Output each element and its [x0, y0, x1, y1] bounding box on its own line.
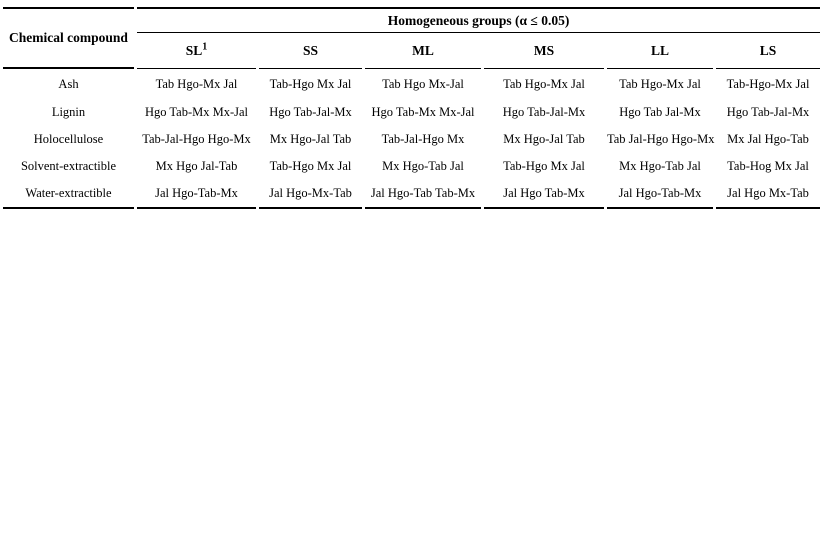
group-cell-ls: Jal Hgo Mx-Tab — [716, 180, 821, 209]
group-cell-ml: Hgo Tab-Mx Mx-Jal — [371, 105, 475, 119]
group-cell-ll: Mx Hgo-Tab Jal — [619, 159, 701, 173]
column-header-chemical-compound: Chemical compound — [3, 7, 134, 69]
group-cell-sl: Hgo Tab-Mx Mx-Jal — [144, 105, 249, 119]
table-row: Holocellulose Tab-Jal-Hgo Hgo-Mx Mx Hgo-Ja… — [3, 126, 820, 153]
group-cell-ss: Jal Hgo-Mx-Tab — [259, 180, 362, 209]
column-header-label: SS — [302, 42, 319, 58]
group-cell-ms: Tab Hgo-Mx Jal — [503, 76, 585, 91]
table-header: Chemical compound Homogeneous groups (α … — [3, 7, 821, 69]
column-header-ss: SS — [259, 33, 362, 69]
group-cell-ll: Tab Hgo-Mx Jal — [619, 76, 701, 91]
homogeneous-groups-table: Chemical compound Homogeneous groups (α … — [0, 7, 823, 209]
compound-name: Solvent-extractible — [20, 159, 117, 173]
group-cell-sl: Mx Hgo Jal-Tab — [155, 159, 238, 173]
group-cell-ss: Hgo Tab-Jal-Mx — [269, 105, 352, 119]
group-cell-ml: Tab-Jal-Hgo Mx — [381, 132, 465, 146]
column-header-ll: LL — [607, 33, 713, 69]
group-cell-sl: Tab Hgo-Mx Jal — [155, 76, 238, 91]
group-header: Homogeneous groups (α ≤ 0.05) — [137, 7, 821, 33]
group-cell-sl: Tab-Jal-Hgo Hgo-Mx — [142, 132, 251, 146]
group-cell-ls: Tab-Hgo-Mx Jal — [726, 76, 810, 91]
column-header-sl: SL1 — [137, 33, 256, 69]
table-row: Ash Tab Hgo-Mx Jal Tab-Hgo Mx Jal Tab Hgo M… — [3, 69, 820, 99]
group-cell-ml: Tab Hgo Mx-Jal — [382, 76, 464, 91]
group-cell-ll: Tab Jal-Hgo Hgo-Mx — [607, 132, 715, 146]
group-cell-ls: Mx Jal Hgo-Tab — [727, 132, 809, 146]
group-cell-ml: Jal Hgo-Tab Tab-Mx — [365, 180, 481, 209]
group-cell-ss: Tab-Hgo Mx Jal — [269, 76, 352, 91]
group-cell-ms: Mx Hgo-Jal Tab — [503, 132, 585, 146]
compound-name: Water-extractible — [3, 180, 134, 209]
group-cell-ms: Tab-Hgo Mx Jal — [503, 159, 585, 173]
compound-name: Holocellulose — [33, 132, 104, 146]
group-cell-sl: Jal Hgo-Tab-Mx — [137, 180, 256, 209]
column-header-label: LL — [650, 42, 669, 58]
column-header-label: LS — [759, 42, 777, 58]
group-header-row: Chemical compound Homogeneous groups (α … — [3, 7, 821, 69]
column-header-ml: ML — [365, 33, 481, 69]
compound-name: Ash — [58, 76, 79, 91]
table-body: Ash Tab Hgo-Mx Jal Tab-Hgo Mx Jal Tab Hgo M… — [3, 69, 821, 209]
table-row: Lignin Hgo Tab-Mx Mx-Jal Hgo Tab-Jal-Mx Hgo… — [3, 99, 820, 126]
column-header-label: MS — [533, 42, 555, 58]
column-header-label: ML — [412, 42, 434, 58]
group-cell-ms: Hgo Tab-Jal-Mx — [502, 105, 586, 119]
table-row: Water-extractible Jal Hgo-Tab-Mx Jal Hgo-M… — [3, 180, 821, 209]
group-cell-ml: Mx Hgo-Tab Jal — [382, 159, 464, 173]
group-cell-ls: Hgo Tab-Jal-Mx — [726, 105, 810, 119]
group-cell-ms: Jal Hgo Tab-Mx — [484, 180, 604, 209]
column-header-ls: LS — [716, 33, 821, 69]
compound-name: Lignin — [51, 105, 86, 119]
group-cell-ll: Hgo Tab Jal-Mx — [619, 105, 701, 119]
table-row: Solvent-extractible Mx Hgo Jal-Tab Tab-Hgo… — [3, 153, 820, 180]
footnote-marker: 1 — [202, 41, 208, 52]
group-cell-ss: Mx Hgo-Jal Tab — [269, 132, 352, 146]
column-header-ms: MS — [484, 33, 604, 69]
group-cell-ll: Jal Hgo-Tab-Mx — [607, 180, 713, 209]
group-cell-ls: Tab-Hog Mx Jal — [727, 159, 809, 173]
subheader-row: SL1 SS ML MS LL LS — [3, 33, 821, 69]
column-header-label: SL — [185, 42, 203, 58]
group-cell-ss: Tab-Hgo Mx Jal — [269, 159, 352, 173]
